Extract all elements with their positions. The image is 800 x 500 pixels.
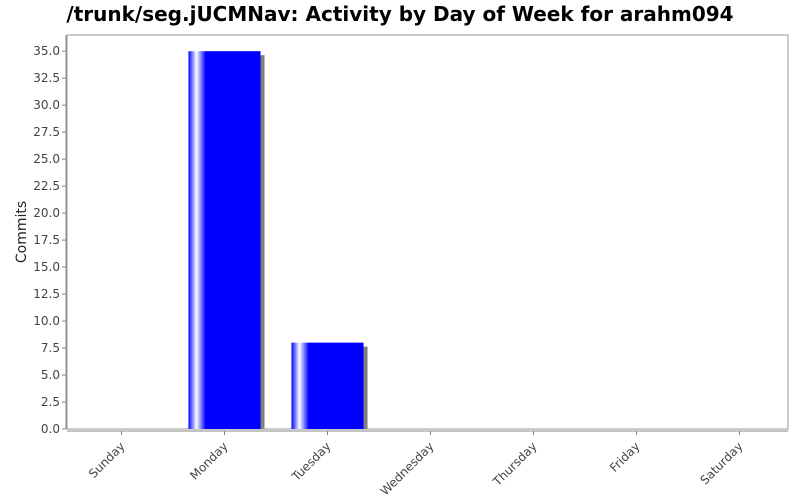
y-tick-label: 0.0 xyxy=(41,422,60,436)
x-axis: Sunday Monday Tuesday Wednesday Thursday Frid… xyxy=(67,430,788,498)
x-tick-label: Sunday xyxy=(86,439,128,481)
y-tick-label: 12.5 xyxy=(33,287,60,301)
y-tick-label: 5.0 xyxy=(41,368,60,382)
y-tick-label: 17.5 xyxy=(33,233,60,247)
x-tick-label: Friday xyxy=(607,439,643,475)
y-tick-label: 30.0 xyxy=(33,98,60,112)
y-tick-label: 22.5 xyxy=(33,179,60,193)
y-axis: 0.0 2.5 5.0 7.5 10.0 12.5 15.0 17.5 20.0 22.5 25.0… xyxy=(33,35,67,436)
chart-title: /trunk/seg.jUCMNav: Activity by Day of W… xyxy=(66,2,734,26)
y-tick-label: 25.0 xyxy=(33,152,60,166)
x-tick-label: Tuesday xyxy=(288,439,333,484)
bar-tuesday xyxy=(291,342,364,429)
y-axis-label: Commits xyxy=(14,201,30,263)
x-tick-label: Monday xyxy=(187,439,230,482)
y-tick-label: 15.0 xyxy=(33,260,60,274)
y-tick-label: 20.0 xyxy=(33,206,60,220)
y-tick-label: 7.5 xyxy=(41,341,60,355)
bars xyxy=(188,51,368,430)
x-tick-label: Wednesday xyxy=(378,439,437,498)
plot-area xyxy=(66,34,789,430)
x-tick-label: Saturday xyxy=(697,439,745,487)
bar-monday xyxy=(188,51,261,430)
y-tick-label: 10.0 xyxy=(33,314,60,328)
y-tick-label: 27.5 xyxy=(33,125,60,139)
y-tick-label: 32.5 xyxy=(33,71,60,85)
x-tick-label: Thursday xyxy=(490,439,540,489)
y-tick-label: 2.5 xyxy=(41,395,60,409)
y-tick-label: 35.0 xyxy=(33,44,60,58)
